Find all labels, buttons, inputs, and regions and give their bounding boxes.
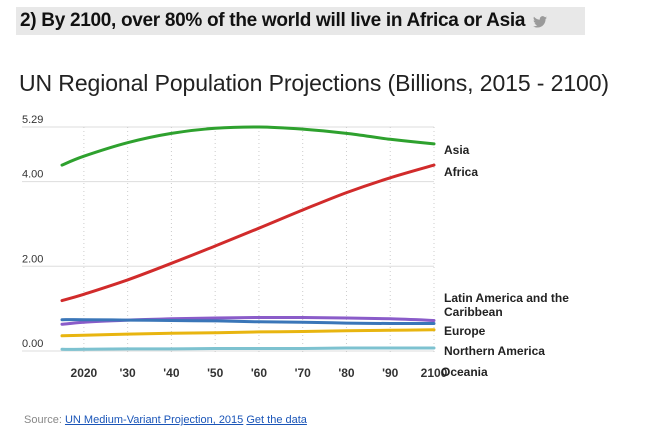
headline: 2) By 2100, over 80% of the world will l… <box>20 10 526 31</box>
x-tick-label: '70 <box>295 366 312 380</box>
x-tick-label: 2100 <box>421 366 448 380</box>
series-label-northern-america: Northern America <box>444 344 545 358</box>
get-data-link[interactable]: Get the data <box>246 414 307 426</box>
x-tick-label: '50 <box>207 366 224 380</box>
y-tick-label: 4.00 <box>22 169 43 181</box>
series-label-oceania: Oceania <box>441 365 488 379</box>
series-line-asia <box>60 125 436 167</box>
series-label-africa: Africa <box>444 165 478 179</box>
x-tick-label: 2020 <box>71 366 98 380</box>
x-tick-label: '60 <box>251 366 268 380</box>
headline-bar: 2) By 2100, over 80% of the world will l… <box>16 7 585 35</box>
x-tick-label: '40 <box>163 366 180 380</box>
source-link[interactable]: UN Medium-Variant Projection, 2015 <box>64 414 244 426</box>
series-line-europe <box>60 318 436 325</box>
x-tick-label: '80 <box>338 366 355 380</box>
series-line-northern-america <box>60 328 436 338</box>
y-tick-label: 2.00 <box>22 253 43 265</box>
series-label-asia: Asia <box>444 143 470 157</box>
source-prefix: Source: <box>24 414 65 426</box>
y-tick-label: 5.29 <box>22 114 43 126</box>
series-line-oceania <box>60 346 436 351</box>
source-line: Source: UN Medium-Variant Projection, 20… <box>24 414 307 426</box>
chart-title: UN Regional Population Projections (Bill… <box>19 70 609 96</box>
x-tick-label: '30 <box>120 366 137 380</box>
series-label-latin-america-and-the-caribbean: Latin America and the Caribbean <box>444 291 569 319</box>
series-label-europe: Europe <box>444 324 486 338</box>
twitter-icon[interactable] <box>533 15 548 28</box>
series-line-africa <box>60 163 436 303</box>
x-tick-label: '90 <box>382 366 399 380</box>
y-tick-label: 0.00 <box>22 338 43 350</box>
